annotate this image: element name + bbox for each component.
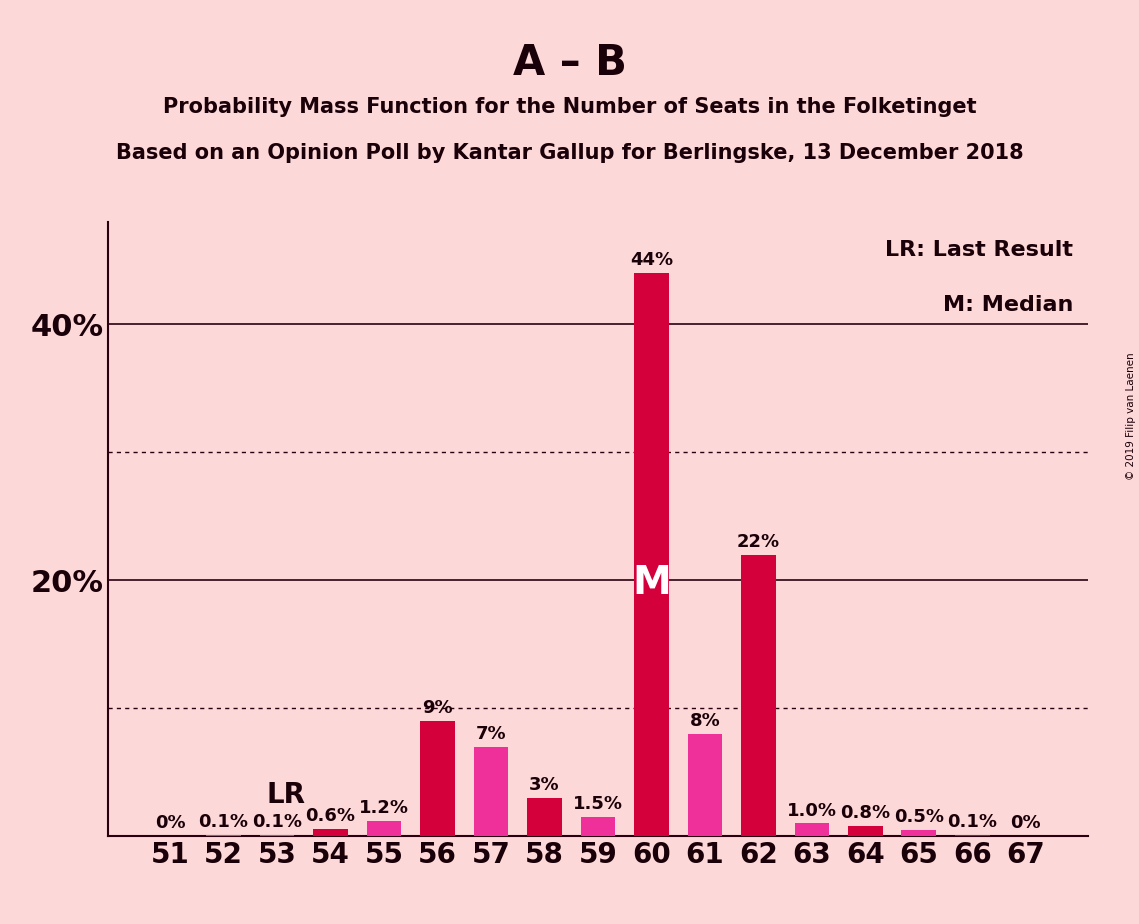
Text: 0.6%: 0.6% <box>305 807 355 825</box>
Bar <box>901 830 936 836</box>
Bar <box>474 747 508 836</box>
Text: LR: Last Result: LR: Last Result <box>885 240 1073 261</box>
Bar <box>634 273 669 836</box>
Bar <box>741 554 776 836</box>
Text: 8%: 8% <box>689 712 720 730</box>
Text: 9%: 9% <box>423 699 453 717</box>
Text: 0.8%: 0.8% <box>841 804 891 822</box>
Bar <box>367 821 401 836</box>
Bar <box>420 721 454 836</box>
Bar <box>206 835 241 836</box>
Bar <box>954 835 990 836</box>
Text: 7%: 7% <box>476 724 507 743</box>
Text: 1.2%: 1.2% <box>359 799 409 817</box>
Bar <box>581 817 615 836</box>
Bar <box>795 823 829 836</box>
Text: 0%: 0% <box>1010 814 1041 833</box>
Text: M: Median: M: Median <box>943 296 1073 315</box>
Bar <box>260 835 295 836</box>
Text: Probability Mass Function for the Number of Seats in the Folketinget: Probability Mass Function for the Number… <box>163 97 976 117</box>
Text: 0.5%: 0.5% <box>894 808 944 826</box>
Text: 0.1%: 0.1% <box>948 813 998 831</box>
Bar <box>849 826 883 836</box>
Text: 1.5%: 1.5% <box>573 796 623 813</box>
Text: Based on an Opinion Poll by Kantar Gallup for Berlingske, 13 December 2018: Based on an Opinion Poll by Kantar Gallu… <box>116 143 1023 164</box>
Text: M: M <box>632 564 671 602</box>
Bar <box>313 829 347 836</box>
Text: A – B: A – B <box>513 42 626 83</box>
Text: 1.0%: 1.0% <box>787 802 837 820</box>
Bar <box>688 734 722 836</box>
Text: 0.1%: 0.1% <box>198 813 248 831</box>
Text: 3%: 3% <box>530 776 559 794</box>
Bar <box>527 797 562 836</box>
Text: © 2019 Filip van Laenen: © 2019 Filip van Laenen <box>1126 352 1136 480</box>
Text: 22%: 22% <box>737 533 780 551</box>
Text: 44%: 44% <box>630 251 673 269</box>
Text: LR: LR <box>267 782 305 809</box>
Text: 0%: 0% <box>155 814 186 833</box>
Text: 0.1%: 0.1% <box>252 813 302 831</box>
